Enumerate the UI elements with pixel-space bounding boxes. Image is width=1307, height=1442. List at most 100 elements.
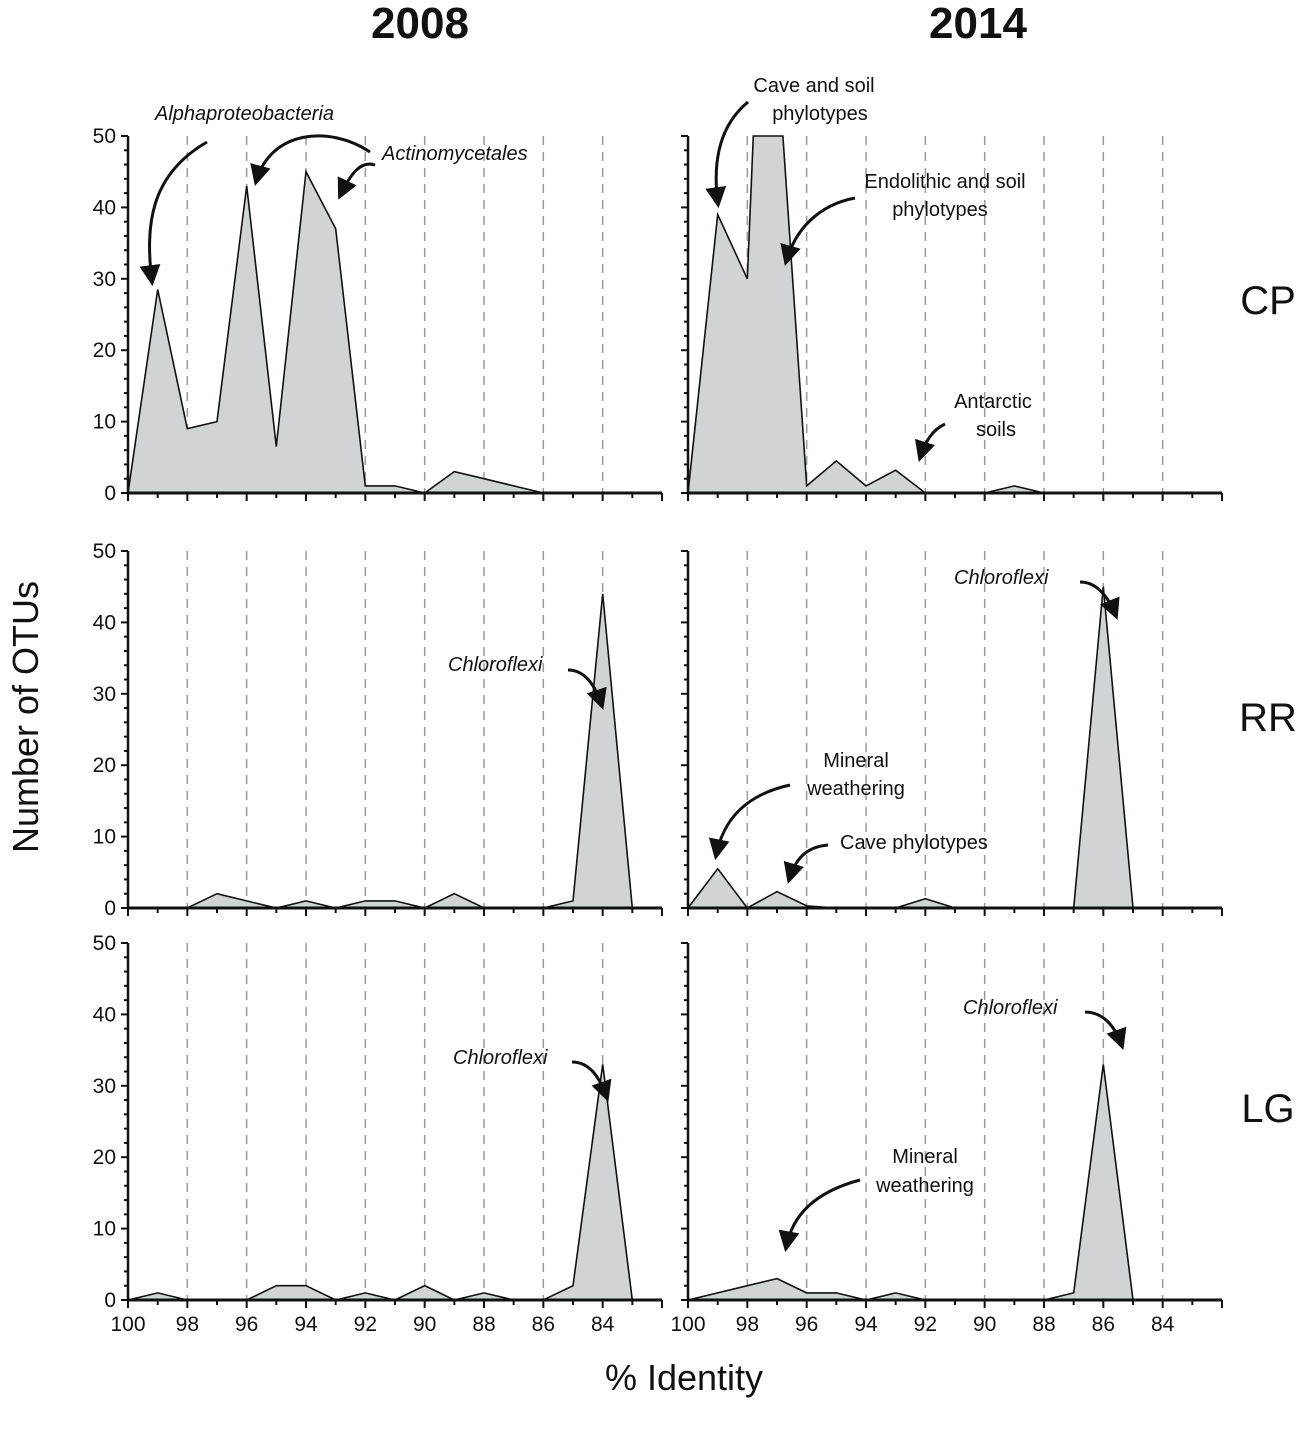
annotation-arrow	[778, 1178, 861, 1253]
data-point	[424, 1285, 426, 1287]
x-tick-label: 90	[973, 1313, 996, 1336]
annotation-mineral-line2: weathering	[875, 1175, 974, 1197]
data-point	[364, 1292, 366, 1294]
annotation-cave-and-soil-line2: phylotypes	[772, 103, 868, 125]
panel-cp-2014	[681, 135, 1223, 501]
annotation-cave-and-soil-line1: Cave and soil	[753, 75, 874, 97]
data-point	[865, 485, 867, 487]
data-point	[275, 446, 277, 448]
x-tick-label: 100	[110, 1313, 145, 1336]
x-tick-label: 86	[532, 1313, 555, 1336]
column-title-2014: 2014	[929, 0, 1027, 48]
x-tick-label: 88	[472, 1313, 495, 1336]
data-point	[782, 135, 784, 137]
y-tick-label: 40	[93, 1003, 116, 1026]
annotation-arrow	[567, 668, 607, 710]
data-line	[127, 1064, 634, 1301]
data-point	[246, 185, 248, 187]
y-axis-title: Number of OTUs	[5, 581, 46, 853]
data-point	[924, 898, 926, 900]
x-tick-label: 100	[670, 1313, 705, 1336]
data-point	[305, 900, 307, 902]
y-tick-label: 20	[93, 754, 116, 777]
data-point	[483, 478, 485, 480]
panel-lg-2008: 0 10 20 30 40 50 100 98 96 94 92 90 88 86 84	[93, 932, 663, 1336]
data-point	[275, 1285, 277, 1287]
annotation-arrow	[708, 783, 791, 861]
panel-rr-2008: 0 10 20 30 40 50	[93, 540, 663, 920]
annotation-chloroflexi: Chloroflexi	[448, 654, 543, 676]
x-tick-label: 94	[854, 1313, 878, 1336]
row-label-lg: LG	[1241, 1087, 1294, 1131]
x-tick-label: 96	[235, 1313, 258, 1336]
annotation-actinomycetales: Actinomycetales	[381, 143, 528, 165]
data-point	[394, 900, 396, 902]
data-point	[776, 1278, 778, 1280]
panels: 0 10 20 30 40 50 0 10 20 30 40 50 0 10 20 30 40 50 100 98 96…	[93, 125, 1223, 1336]
row-label-rr: RR	[1239, 696, 1297, 740]
x-tick-label: 90	[413, 1313, 436, 1336]
data-point	[305, 171, 307, 173]
data-area	[128, 171, 662, 493]
y-tick-label: 30	[93, 1075, 116, 1098]
y-tick-label: 10	[93, 1218, 116, 1241]
y-tick-label: 10	[93, 411, 116, 434]
data-point	[157, 1292, 159, 1294]
y-tick-label: 30	[93, 683, 116, 706]
annotation-antarctic-line2: soils	[976, 419, 1016, 441]
data-point	[513, 485, 515, 487]
data-point	[806, 1292, 808, 1294]
annotation-mineral-line1: Mineral	[823, 750, 889, 772]
annotation-chloroflexi: Chloroflexi	[954, 567, 1049, 589]
data-point	[602, 593, 604, 595]
annotation-mineral-line1: Mineral	[892, 1146, 958, 1168]
annotation-arrow	[780, 196, 856, 267]
data-area	[688, 586, 1222, 908]
y-tick-label: 20	[93, 339, 116, 362]
data-point	[364, 900, 366, 902]
data-point	[364, 485, 366, 487]
data-point	[1073, 1292, 1075, 1294]
data-point	[305, 1285, 307, 1287]
annotation-arrow	[571, 1060, 612, 1102]
y-tick-label: 30	[93, 268, 116, 291]
annotation-chloroflexi: Chloroflexi	[963, 997, 1058, 1019]
data-point	[752, 135, 754, 137]
data-point	[394, 485, 396, 487]
data-point	[776, 891, 778, 893]
x-tick-label: 84	[591, 1313, 615, 1336]
annotations-rr-2008: Chloroflexi	[448, 654, 607, 710]
data-point	[1102, 586, 1104, 588]
data-point	[835, 1292, 837, 1294]
data-point	[483, 1292, 485, 1294]
annotations-cp-2008: Alphaproteobacteria Actinomycetales	[139, 103, 528, 287]
annotation-chloroflexi: Chloroflexi	[453, 1047, 548, 1069]
annotation-antarctic-line1: Antarctic	[954, 391, 1032, 413]
x-tick-label: 84	[1151, 1313, 1175, 1336]
data-point	[717, 868, 719, 870]
panel-cp-2008: 0 10 20 30 40 50	[93, 125, 663, 505]
data-area	[128, 593, 633, 908]
x-tick-label: 98	[736, 1313, 759, 1336]
y-tick-label: 0	[104, 1289, 116, 1312]
x-tick-label: 86	[1092, 1313, 1115, 1336]
data-point	[335, 228, 337, 230]
x-tick-label: 88	[1032, 1313, 1055, 1336]
annotations-rr-2014: Mineral weathering Cave phylotypes Chlor…	[708, 567, 1120, 885]
data-point	[572, 900, 574, 902]
panel-rr-2014	[681, 550, 1223, 916]
y-tick-label: 50	[93, 932, 116, 955]
y-tick-label: 0	[104, 897, 116, 920]
data-point	[453, 893, 455, 895]
x-tick-label: 92	[354, 1313, 377, 1336]
data-point	[895, 469, 897, 471]
panel-lg-2014: 100 98 96 94 92 90 88 86 84	[670, 942, 1223, 1336]
y-tick-label: 10	[93, 826, 116, 849]
data-point	[602, 1063, 604, 1065]
annotation-arrow	[783, 843, 829, 885]
annotation-arrow	[1079, 580, 1120, 620]
data-point	[186, 428, 188, 430]
data-point	[717, 214, 719, 216]
annotations-lg-2014: Mineral weathering Chloroflexi	[778, 997, 1127, 1253]
